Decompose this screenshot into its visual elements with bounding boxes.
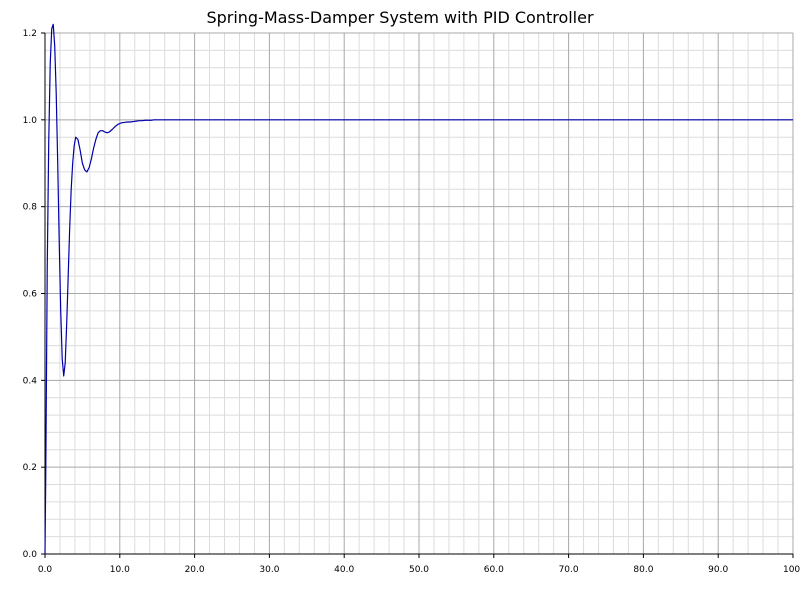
x-tick-label: 80.0 <box>633 565 653 575</box>
x-tick-label: 0.0 <box>38 565 53 575</box>
y-tick-label: 0.2 <box>23 463 37 473</box>
x-tick-label: 30.0 <box>259 565 279 575</box>
x-tick-label: 90.0 <box>708 565 728 575</box>
y-tick-label: 0.0 <box>23 550 38 560</box>
x-tick-label: 50.0 <box>409 565 429 575</box>
x-tick-label: 40.0 <box>334 565 354 575</box>
series-group <box>44 23 793 555</box>
x-tick-label: 10.0 <box>110 565 130 575</box>
chart-title: Spring-Mass-Damper System with PID Contr… <box>206 8 594 27</box>
y-tick-label: 1.2 <box>23 29 37 39</box>
series-line <box>44 23 793 555</box>
major-grid <box>45 32 794 554</box>
axes <box>41 32 794 558</box>
x-tick-label: 70.0 <box>559 565 579 575</box>
y-tick-labels: 0.0 0.2 0.4 0.6 0.8 1.0 1.2 <box>23 29 38 560</box>
x-tick-label: 100. <box>783 565 800 575</box>
x-tick-label: 20.0 <box>185 565 205 575</box>
x-tick-label: 60.0 <box>484 565 504 575</box>
y-tick-label: 0.6 <box>23 290 38 300</box>
x-tick-labels: 0.0 10.0 20.0 30.0 40.0 50.0 60.0 70.0 80.0 90.0 1… <box>38 565 800 575</box>
y-tick-label: 0.8 <box>23 203 38 213</box>
y-tick-label: 0.4 <box>23 376 38 386</box>
y-tick-label: 1.0 <box>23 116 38 126</box>
